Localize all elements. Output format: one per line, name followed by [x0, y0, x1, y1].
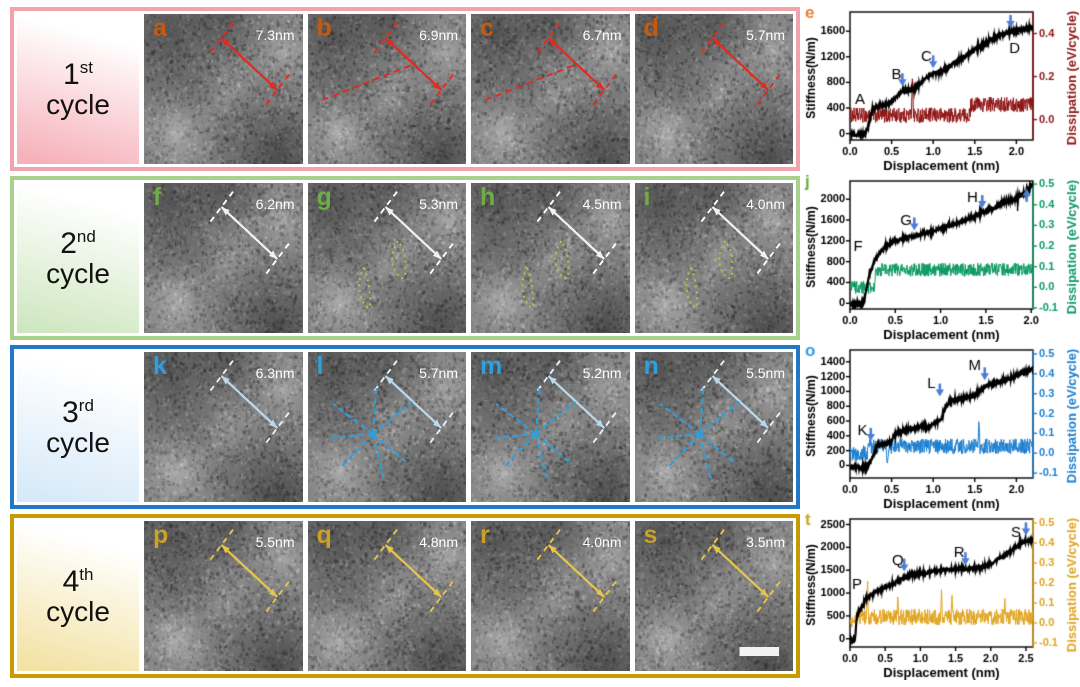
cycle-word: cycle: [46, 89, 110, 121]
cycle-row-2: 2nd cycle f 6.2nm g 5.3nm h 4.5nm: [10, 174, 1080, 342]
tem-panel-g: g 5.3nm: [307, 183, 466, 333]
panel-letter: h: [480, 183, 496, 211]
chart-t: [804, 512, 1080, 684]
measurement-label: 6.3nm: [255, 365, 295, 381]
measurement-label: 5.7nm: [746, 27, 785, 43]
cycle-ordinal: 3rd: [62, 395, 94, 429]
measurement-annotation: [209, 191, 290, 275]
tem-panel-k: k 6.3nm: [144, 352, 303, 502]
panel-letter: l: [316, 352, 324, 380]
cycle-row-4: 4th cycle p 5.5nm q 4.8nm r 4.0nm: [10, 512, 1080, 680]
measurement-annotation: [699, 529, 781, 656]
cycle-word: cycle: [46, 596, 110, 628]
tem-panel-q: q 4.8nm: [307, 521, 466, 671]
stiffness-dissipation-plot-o: [804, 343, 1080, 511]
tem-panel-r: r 4.0nm: [471, 521, 630, 671]
tem-panel-s: s 3.5nm: [634, 521, 793, 671]
measurement-label: 4.8nm: [419, 534, 458, 550]
cycle-row-1: 1st cycle a 7.3nm b 6.9nm c 6.7nm: [10, 5, 1080, 173]
measurement-label: 5.5nm: [255, 534, 295, 550]
panel-letter: b: [316, 14, 332, 42]
panel-letter: s: [643, 521, 658, 549]
tem-panel-i: i 4.0nm: [634, 183, 793, 333]
panel-letter: c: [480, 14, 494, 42]
panel-letter: r: [480, 521, 490, 549]
measurement-annotation: [329, 360, 454, 479]
measurement-annotation: [372, 529, 454, 613]
tem-panel-n: n 5.5nm: [634, 352, 793, 502]
tem-panel-d: d 5.7nm: [634, 14, 793, 164]
measurement-annotation: [209, 529, 290, 613]
tem-panel-f: f 6.2nm: [144, 183, 303, 333]
cycle-ordinal: 4th: [62, 564, 94, 598]
measurement-label: 6.7nm: [582, 27, 622, 43]
panel-letter: g: [316, 183, 332, 211]
cycle-4-label: 4th cycle: [17, 521, 139, 671]
panel-letter: n: [643, 352, 659, 380]
measurement-label: 5.7nm: [419, 365, 458, 381]
cycle-3-label: 3rd cycle: [17, 352, 139, 502]
measurement-annotation: [357, 191, 454, 309]
panel-letter: q: [316, 521, 332, 549]
measurement-label: 5.2nm: [582, 365, 622, 381]
tem-panel-b: b 6.9nm: [307, 14, 466, 164]
cycle-word: cycle: [46, 258, 110, 290]
chart-e: [804, 5, 1080, 177]
tem-panel-c: c 6.7nm: [471, 14, 630, 164]
measurement-annotation: [209, 360, 290, 444]
measurement-label: 6.9nm: [419, 27, 458, 43]
measurement-annotation: [521, 191, 617, 309]
panel-letter: d: [643, 14, 659, 42]
tem-panel-p: p 5.5nm: [144, 521, 303, 671]
cycle-1-frame: 1st cycle a 7.3nm b 6.9nm c 6.7nm: [10, 7, 800, 171]
tem-panel-a: a 7.3nm: [144, 14, 303, 164]
measurement-annotation: [321, 22, 454, 106]
stiffness-dissipation-plot-t: [804, 512, 1080, 680]
measurement-annotation: [492, 360, 617, 479]
tem-panel-l: l 5.7nm: [307, 352, 466, 502]
tem-panel-h: h 4.5nm: [471, 183, 630, 333]
cycle-ordinal: 2nd: [60, 226, 96, 260]
panel-letter: m: [480, 352, 503, 380]
panel-letter: p: [153, 521, 169, 549]
measurement-annotation: [699, 22, 781, 106]
measurement-annotation: [209, 22, 290, 106]
panel-letter: i: [643, 183, 651, 211]
cycle-4-frame: 4th cycle p 5.5nm q 4.8nm r 4.0nm: [10, 514, 800, 678]
measurement-label: 3.5nm: [746, 534, 785, 550]
stiffness-dissipation-plot-j: [804, 174, 1080, 342]
measurement-label: 4.0nm: [582, 534, 622, 550]
measurement-annotation: [485, 22, 617, 106]
measurement-label: 4.5nm: [582, 196, 622, 212]
tem-panel-m: m 5.2nm: [471, 352, 630, 502]
panel-letter: f: [153, 183, 162, 211]
cycle-2-label: 2nd cycle: [17, 183, 139, 333]
cycle-1-label: 1st cycle: [17, 14, 139, 164]
measurement-label: 5.3nm: [419, 196, 458, 212]
cycle-ordinal: 1st: [63, 57, 93, 91]
cycle-row-3: 3rd cycle k 6.3nm l 5.7nm m 5.2nm: [10, 343, 1080, 511]
measurement-label: 7.3nm: [255, 27, 295, 43]
panel-letter: k: [153, 352, 167, 380]
chart-o: [804, 343, 1080, 515]
measurement-label: 5.5nm: [746, 365, 785, 381]
stiffness-dissipation-plot-e: [804, 5, 1080, 173]
panel-letter: a: [153, 14, 167, 42]
cycle-2-frame: 2nd cycle f 6.2nm g 5.3nm h 4.5nm: [10, 176, 800, 340]
measurement-label: 4.0nm: [746, 196, 785, 212]
cycle-word: cycle: [46, 427, 110, 459]
measurement-annotation: [536, 529, 617, 613]
chart-j: [804, 174, 1080, 346]
measurement-annotation: [656, 360, 781, 479]
measurement-label: 6.2nm: [255, 196, 295, 212]
measurement-annotation: [684, 191, 781, 309]
cycle-3-frame: 3rd cycle k 6.3nm l 5.7nm m 5.2nm: [10, 345, 800, 509]
